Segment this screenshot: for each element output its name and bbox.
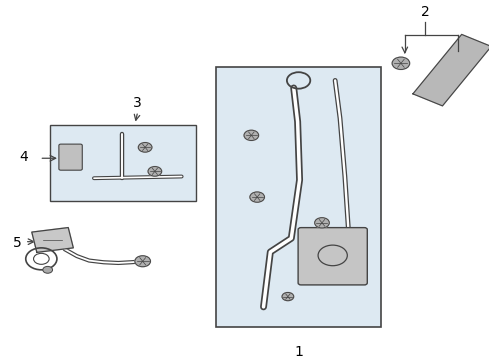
FancyBboxPatch shape bbox=[298, 228, 368, 285]
FancyBboxPatch shape bbox=[50, 125, 196, 201]
Circle shape bbox=[392, 57, 410, 69]
Text: 2: 2 bbox=[421, 5, 430, 19]
Circle shape bbox=[315, 218, 329, 228]
Circle shape bbox=[138, 143, 152, 152]
Circle shape bbox=[282, 292, 294, 301]
Text: 1: 1 bbox=[294, 345, 303, 359]
Circle shape bbox=[148, 167, 162, 176]
Polygon shape bbox=[32, 228, 74, 252]
Polygon shape bbox=[413, 35, 490, 106]
Text: 4: 4 bbox=[20, 150, 28, 164]
FancyBboxPatch shape bbox=[59, 144, 82, 170]
Circle shape bbox=[244, 130, 259, 140]
Circle shape bbox=[250, 192, 265, 202]
Text: 5: 5 bbox=[13, 237, 22, 251]
Text: 3: 3 bbox=[133, 96, 142, 110]
Circle shape bbox=[43, 266, 52, 273]
FancyBboxPatch shape bbox=[216, 67, 381, 328]
Circle shape bbox=[135, 256, 150, 267]
